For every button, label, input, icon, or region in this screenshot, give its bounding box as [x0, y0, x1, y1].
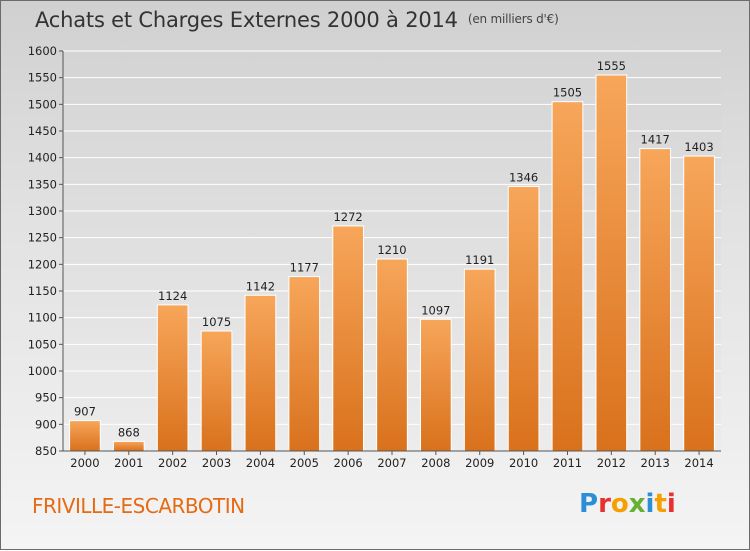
- value-labels: 907 868 1124 1075 1142 1177 1272 1210 1097 1191 13…: [74, 59, 714, 439]
- axes: 850 900 950 1000 1050 1100 1150 1200 1250 1300 135…: [28, 44, 721, 470]
- value-label: 1142: [246, 279, 275, 293]
- x-tick-label: 2009: [465, 456, 494, 470]
- bar-2005: [288, 276, 321, 452]
- y-tick-label: 900: [35, 417, 57, 431]
- bar-2009: [463, 268, 496, 452]
- value-label: 1124: [158, 289, 187, 303]
- bar-2004: [244, 294, 277, 452]
- value-label: 1555: [597, 59, 626, 73]
- x-tick-label: 2008: [421, 456, 450, 470]
- y-tick-label: 1600: [28, 44, 57, 58]
- logo-letter: o: [610, 489, 629, 519]
- value-label: 1075: [202, 315, 231, 329]
- y-tick-label: 850: [35, 444, 57, 458]
- value-label: 868: [118, 425, 140, 439]
- value-label: 1417: [641, 133, 670, 147]
- x-tick-label: 2014: [684, 456, 713, 470]
- unit-note: (en milliers d'€): [467, 12, 559, 26]
- x-tick-label: 2000: [70, 456, 99, 470]
- bars: [69, 74, 715, 452]
- logo-letter: P: [579, 489, 599, 519]
- x-tick-label: 2010: [509, 456, 538, 470]
- bar-2007: [376, 258, 408, 452]
- logo-letter: r: [598, 489, 611, 519]
- y-tick-label: 1000: [28, 364, 57, 378]
- y-tick-label: 1150: [28, 284, 57, 298]
- y-tick-label: 1300: [28, 204, 57, 218]
- y-tick-label: 950: [35, 391, 57, 405]
- bar-2001: [112, 440, 145, 452]
- bar-2006: [332, 225, 364, 452]
- logo-letter: i: [645, 489, 655, 519]
- bar-2003: [200, 330, 233, 452]
- y-tick-label: 1550: [28, 71, 57, 85]
- proxiti-logo: Proxiti: [579, 489, 676, 519]
- value-label: 1177: [290, 261, 319, 275]
- x-tick-label: 2006: [333, 456, 362, 470]
- y-tick-label: 1450: [28, 124, 57, 138]
- y-tick-label: 1350: [28, 177, 57, 191]
- x-tick-label: 2012: [597, 456, 626, 470]
- x-tick-label: 2011: [553, 456, 582, 470]
- bar-2011: [551, 101, 584, 452]
- value-label: 1346: [509, 170, 538, 184]
- x-tick-label: 2013: [641, 456, 670, 470]
- value-label: 1403: [684, 140, 713, 154]
- x-tick-label: 2003: [202, 456, 231, 470]
- y-tick-label: 1400: [28, 151, 57, 165]
- y-tick-label: 1050: [28, 337, 57, 351]
- logo-letter: t: [654, 489, 667, 519]
- bar-2012: [595, 74, 628, 452]
- bar-2014: [683, 155, 715, 452]
- bar-2010: [507, 185, 540, 452]
- y-tick-label: 1100: [28, 311, 57, 325]
- chart-title-text: Achats et Charges Externes 2000 à 2014: [35, 8, 458, 32]
- place-name: FRIVILLE-ESCARBOTIN: [32, 494, 245, 518]
- y-tick-label: 1500: [28, 97, 57, 111]
- x-tick-label: 2002: [158, 456, 187, 470]
- value-label: 1097: [421, 303, 450, 317]
- x-tick-label: 2001: [114, 456, 143, 470]
- value-label: 1272: [333, 210, 362, 224]
- value-label: 907: [74, 405, 96, 419]
- y-tick-label: 1250: [28, 231, 57, 245]
- chart-title: Achats et Charges Externes 2000 à 2014 (e…: [35, 8, 559, 32]
- x-tick-label: 2004: [246, 456, 275, 470]
- x-tick-label: 2005: [290, 456, 319, 470]
- value-label: 1191: [465, 253, 494, 267]
- bar-2008: [420, 318, 452, 452]
- y-tick-label: 1200: [28, 257, 57, 271]
- bar-2013: [639, 148, 672, 452]
- logo-letter: x: [628, 489, 646, 519]
- value-label: 1210: [377, 243, 406, 257]
- bar-2002: [156, 304, 189, 452]
- x-tick-label: 2007: [377, 456, 406, 470]
- value-label: 1505: [553, 86, 582, 100]
- logo-letter: i: [666, 489, 676, 519]
- bar-2000: [69, 420, 101, 452]
